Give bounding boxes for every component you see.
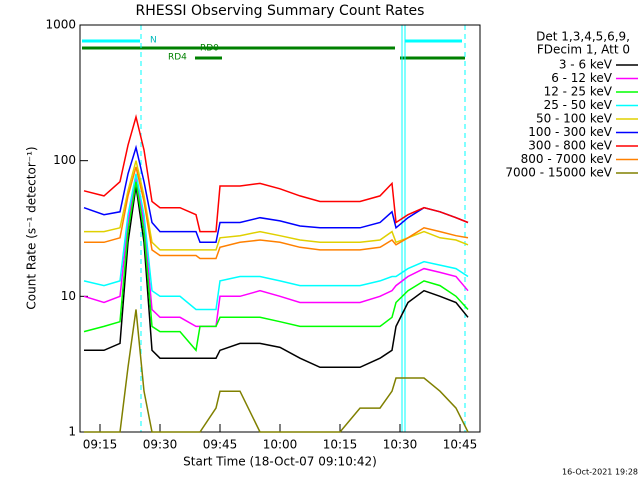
series-line xyxy=(83,144,469,244)
legend-header: FDecim 1, Att 0 xyxy=(537,43,630,57)
legend-label: 800 - 7000 keV xyxy=(521,152,613,166)
attenuator-bars: N RD0 RD4 xyxy=(82,25,466,432)
series-line xyxy=(83,177,469,328)
legend-label: 50 - 100 keV xyxy=(536,112,613,126)
legend-label: 3 - 6 keV xyxy=(559,58,613,72)
series-line xyxy=(84,309,469,433)
annotation: RD4 xyxy=(168,53,187,63)
series-line xyxy=(84,160,469,251)
y-axis-label: Count Rate (s⁻¹ detector⁻¹) xyxy=(25,146,39,309)
legend-header: Det 1,3,4,5,6,9, xyxy=(536,30,630,44)
legend-label: 7000 - 15000 keV xyxy=(505,166,612,180)
y-tick-label: 1000 xyxy=(45,18,76,32)
legend-label: 100 - 300 keV xyxy=(528,125,612,139)
series-line xyxy=(84,166,469,260)
y-tick-label: 1 xyxy=(68,425,76,439)
legend-label: 6 - 12 keV xyxy=(551,71,613,85)
x-tick-label: 09:15 xyxy=(83,438,118,452)
plot-frame xyxy=(79,24,481,433)
series-line xyxy=(83,181,469,353)
y-tick-label: 10 xyxy=(61,289,76,303)
annotation: RD0 xyxy=(200,44,219,54)
legend-label: 25 - 50 keV xyxy=(544,98,613,112)
footer: 16-Oct-2021 19:28 xyxy=(562,468,638,477)
chart-title: RHESSI Observing Summary Count Rates xyxy=(136,3,425,19)
legend-label: 300 - 800 keV xyxy=(528,139,612,153)
x-tick-label: 09:30 xyxy=(143,438,178,452)
x-tick-label: 10:15 xyxy=(323,438,358,452)
x-axis-label: Start Time (18-Oct-07 09:10:42) xyxy=(183,455,377,469)
x-tick-label: 10:30 xyxy=(383,438,418,452)
legend-label: 12 - 25 keV xyxy=(544,85,613,99)
series-line xyxy=(83,173,469,311)
annotation: N xyxy=(150,36,157,46)
x-tick-label: 10:00 xyxy=(263,438,298,452)
x-tick-label: 10:45 xyxy=(443,438,478,452)
y-tick-label: 100 xyxy=(53,153,76,167)
series-line xyxy=(83,114,469,233)
series-line xyxy=(84,185,469,369)
x-tick-label: 09:45 xyxy=(203,438,238,452)
